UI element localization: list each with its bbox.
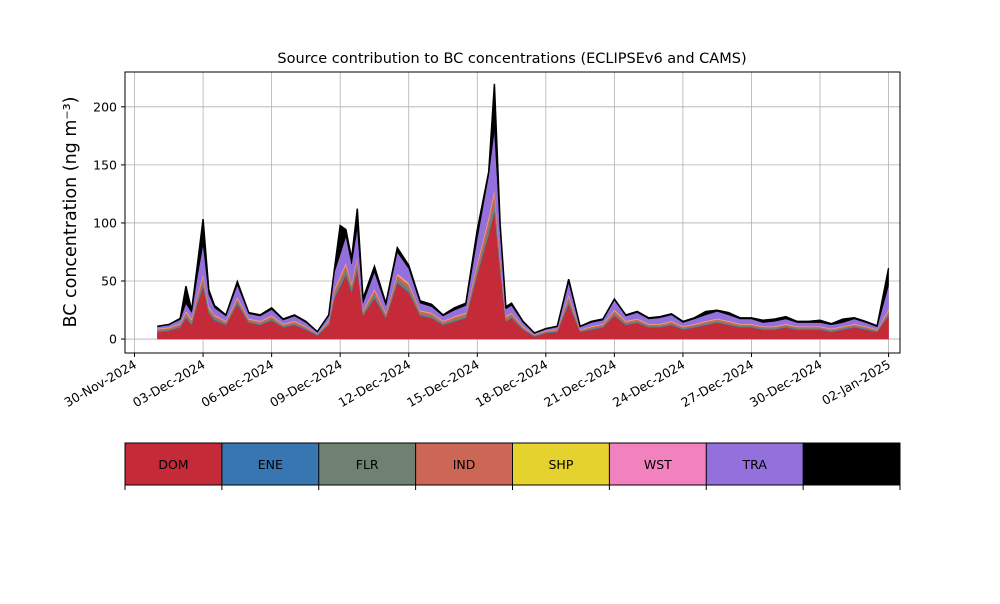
x-tick-label: 21-Dec-2024: [541, 357, 619, 410]
x-tick-label: 02-Jan-2025: [819, 357, 893, 408]
x-tick-label: 27-Dec-2024: [678, 357, 756, 410]
legend-swatch-tra: [706, 443, 804, 485]
axes-frame: [124, 71, 901, 354]
x-tick-label: 03-Dec-2024: [130, 357, 208, 410]
legend-label-shp: SHP: [549, 457, 574, 472]
legend-swatch-bb: [803, 443, 900, 485]
chart-title: Source contribution to BC concentrations…: [277, 51, 746, 67]
legend-swatch-dom: [125, 443, 222, 485]
y-axis-label: BC concentration (ng m⁻³): [61, 97, 81, 328]
legend-label-bb: BB: [843, 457, 860, 472]
legend-swatch-flr: [318, 443, 416, 485]
x-tick-label: 09-Dec-2024: [267, 357, 345, 410]
x-tick-label: 06-Dec-2024: [199, 357, 277, 410]
y-tick-label: 100: [93, 215, 117, 230]
legend-label-flr: FLR: [356, 457, 379, 472]
legend: DOM ENE FLR IND SHP WST TRA BB: [124, 442, 901, 490]
area-bb: [157, 83, 889, 334]
legend-label-dom: DOM: [158, 457, 188, 472]
legend-label-ind: IND: [453, 457, 476, 472]
total-outline: [157, 83, 890, 334]
legend-swatch-ene: [221, 443, 319, 485]
legend-label-wst: WST: [644, 457, 672, 472]
x-tick-label: 24-Dec-2024: [610, 357, 688, 410]
x-tick-label: 30-Dec-2024: [747, 357, 825, 410]
y-tick-label: 0: [109, 332, 117, 347]
x-tick-label: 12-Dec-2024: [336, 357, 414, 410]
legend-label-ene: ENE: [258, 457, 283, 472]
plot-area: 0 50 100 150 200 30-Nov-202403-Dec-202406-Dec…: [62, 71, 901, 410]
y-tick-label: 150: [93, 157, 117, 172]
legend-swatch-wst: [609, 443, 707, 485]
x-tick-label: 15-Dec-2024: [404, 357, 482, 410]
stacked-areas: [157, 83, 890, 340]
legend-swatch-shp: [512, 443, 610, 485]
legend-swatch-ind: [415, 443, 513, 485]
y-tick-label: 50: [101, 274, 117, 289]
y-tick-label: 200: [93, 99, 117, 114]
x-tick-label: 30-Nov-2024: [62, 357, 140, 410]
x-tick-label: 18-Dec-2024: [473, 357, 551, 410]
area-tra: [157, 130, 889, 335]
legend-label-tra: TRA: [742, 457, 768, 472]
